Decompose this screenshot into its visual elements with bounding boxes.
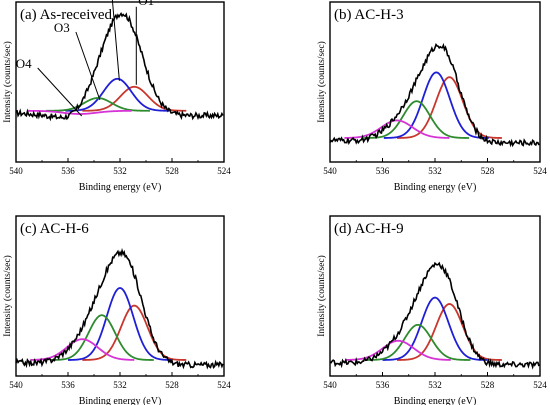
x-tick-label: 536 [376,166,390,176]
x-tick-label: 540 [9,166,23,176]
peak-o2 [67,287,173,361]
peak-o4 [30,338,135,361]
annotation-o4: O4 [16,56,32,71]
panel-1: 540 536 532 528 524 Binding energy (eV) Intens… [2,0,231,193]
x-axis-label: Binding energy (eV) [79,182,162,193]
y-axis-label: Intensity (counts/sec) [2,255,13,337]
peak-o1 [82,304,187,361]
annotation-o1: O1 [138,0,154,8]
y-axis-label: Intensity (counts/sec) [2,41,13,123]
peak-o1 [396,76,502,139]
peak-o2 [382,296,488,361]
x-tick-label: 532 [428,380,442,390]
x-tick-label: 540 [9,380,23,390]
peak-o3 [365,323,471,361]
peak-o4 [345,339,451,361]
x-tick-label: 524 [533,380,547,390]
plot-frame [15,1,225,163]
plot-frame [15,215,225,377]
x-axis-label: Binding energy (eV) [394,396,477,405]
x-tick-label: 532 [113,380,127,390]
peak-o3 [364,100,470,139]
x-tick-label: 528 [481,380,495,390]
annotation-o3: O3 [54,20,70,35]
x-tick-label: 540 [323,380,337,390]
peak-o2 [65,77,170,112]
x-tick-label: 532 [428,166,442,176]
panel-title: (d) AC-H-9 [334,221,404,237]
peak-o2 [383,71,489,139]
x-tick-label: 528 [165,166,179,176]
x-tick-label: 536 [376,380,390,390]
x-tick-label: 528 [165,380,179,390]
peak-o3 [49,314,154,361]
panel-title: (b) AC-H-3 [334,7,404,23]
envelope-line [15,11,224,122]
envelope-line [15,247,224,370]
annotation-leader [75,31,101,101]
x-tick-label: 536 [61,166,75,176]
x-tick-label: 536 [61,380,75,390]
envelope-line [329,42,540,148]
annotation-leader [111,0,120,81]
x-axis-label: Binding energy (eV) [394,182,477,193]
x-tick-label: 524 [217,166,231,176]
plot-frame [329,215,541,377]
y-axis-label: Intensity (counts/sec) [316,255,327,337]
panel-title: (c) AC-H-6 [20,221,89,237]
x-tick-label: 540 [323,166,337,176]
panel-title: (a) As-received [20,7,113,23]
annotation-leader [37,67,83,117]
peak-o1 [396,303,502,361]
panel-4: 540 536 532 528 524 Binding energy (eV) Intens… [316,215,547,405]
panel-2: 540 536 532 528 524 Binding energy (eV) Intens… [316,1,547,193]
peak-o3 [45,97,150,112]
panel-3: 540 536 532 528 524 Binding energy (eV) Intens… [2,215,231,405]
y-axis-label: Intensity (counts/sec) [316,41,327,123]
x-tick-label: 524 [533,166,547,176]
x-tick-label: 524 [217,380,231,390]
x-axis-label: Binding energy (eV) [79,396,162,405]
x-tick-label: 532 [113,166,127,176]
envelope-line [329,261,540,370]
x-tick-label: 528 [481,166,495,176]
